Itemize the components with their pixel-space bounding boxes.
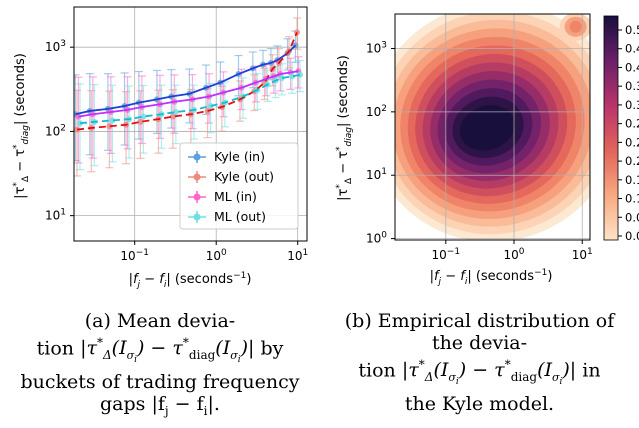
legend-marker [193,153,201,161]
data-point [207,103,214,110]
series-line [75,44,297,116]
caption-a-label: (a) Mean devia- [84,310,236,332]
x-tick-label: 10−1 [432,247,461,262]
caption-a-line4: gaps |fj − fi|. [100,393,220,419]
mean-deviation-chart: 10−1 100 101 101 102 103 Kyle (in) Kyle (out) M… [12,6,308,290]
colorbar-tick-label: 0.28 [625,117,639,131]
y-tick-label: 103 [45,39,66,54]
legend-label: ML (out) [214,209,266,224]
y-tick-label: 101 [366,167,387,182]
x-tick-label: 101 [287,248,308,263]
colorbar-tick-label: 0.45 [625,42,639,56]
colorbar-tick-label: 0.08 [625,210,639,224]
x-tick-label: 10−1 [120,248,149,263]
x-tick-label: 100 [504,247,525,262]
caption-b-line2: the devia- [431,332,528,354]
colorbar-tick-label: 0.36 [625,79,639,93]
series-line [79,73,301,125]
x-axis-label: |fj − fi| (seconds−1) [430,268,553,287]
data-point [109,117,116,124]
data-point [289,73,296,80]
legend-marker [193,173,201,181]
colorbar-tick-label: 0.21 [625,154,639,168]
legend: Kyle (in) Kyle (out) ML (in) ML (out) [179,142,299,230]
y-tick-label: 100 [366,231,387,246]
caption-b-label: (b) Empirical distribution of [344,310,615,332]
colorbar-tick-label: 0.40 [625,60,639,74]
legend-label: Kyle (in) [214,149,265,164]
legend-marker [193,193,201,201]
caption-b-line4: the Kyle model. [404,393,555,416]
caption-a-line3: buckets of trading frequency [20,371,300,394]
y-tick-label: 102 [366,104,387,119]
data-point [278,75,285,82]
caption-a-line2: tion |τ*Δ(Iσi) − τ*diag(Iσi)| by [36,336,284,366]
colorbar-tick-label: 0.33 [625,98,639,112]
x-axis-label: |fj − fi| (seconds−1) [129,271,252,290]
empirical-distribution-chart: 10−1 100 101 100 101 102 103 0.50 0.45 0.40 0.36 0… [335,13,639,287]
series-line [78,70,299,118]
density-contour [569,20,582,33]
data-point [172,109,179,116]
x-tick-label: 100 [206,248,227,263]
legend-marker [193,213,201,221]
colorbar-tick-label: 0.50 [625,23,639,37]
colorbar-tick-label: 0.17 [625,173,639,187]
x-tick-label: 101 [572,247,593,262]
colorbar [603,15,619,241]
legend-label: ML (in) [214,189,257,204]
colorbar-tick-label: 0.03 [625,229,639,243]
y-tick-label: 101 [45,208,66,223]
y-axis-label: |τ*Δ − τ*diag| (seconds) [335,55,354,201]
colorbar-tick-label: 0.12 [625,192,639,206]
density-contour [459,105,516,151]
series-line [76,32,298,131]
y-tick-label: 102 [45,123,66,138]
legend-label: Kyle (out) [214,169,274,184]
y-axis-label: |τ*Δ − τ*diag| (seconds) [12,53,31,199]
plot-frame [73,6,308,242]
caption-b-line3: tion |τ*Δ(Iσi) − τ*diag(Iσi)| in [358,358,601,388]
y-tick-label: 103 [366,40,387,55]
data-point [140,113,147,120]
data-point [296,71,303,78]
caption-a: (a) Mean devia- tion |τ*Δ(Iσi) − τ*diag(… [0,310,320,422]
colorbar-tick-label: 0.24 [625,135,639,149]
plot-frame [394,13,591,241]
caption-b: (b) Empirical distribution of the devia-… [320,310,639,415]
